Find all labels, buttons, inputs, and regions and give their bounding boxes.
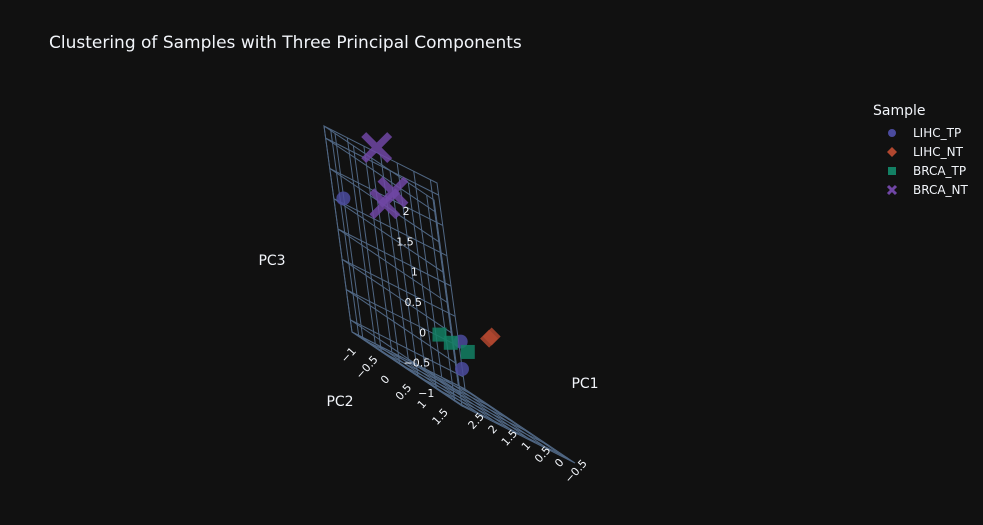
legend-item-brca-tp[interactable]: BRCA_TP <box>873 161 968 180</box>
legend: Sample LIHC_TP LIHC_NT BRCA_TP BRCA_NT <box>873 103 968 199</box>
z-tick-label: 0.5 <box>405 296 423 309</box>
legend-label: LIHC_TP <box>913 125 962 140</box>
grid-line-y <box>417 375 532 434</box>
data-point-lihc-nt-shape <box>482 327 501 346</box>
legend-label: LIHC_NT <box>913 144 963 159</box>
grid-lines <box>325 129 569 461</box>
y-tick-label: 0 <box>378 373 392 387</box>
legend-label: BRCA_TP <box>913 163 967 178</box>
grid-line-z <box>341 258 456 317</box>
grid-line-x <box>374 343 486 419</box>
z-tick-label: 2 <box>403 205 410 218</box>
grid-line-z <box>333 198 448 257</box>
legend-item-brca-nt[interactable]: BRCA_NT <box>873 180 968 199</box>
data-point-brca-tp-shape <box>443 335 458 350</box>
grid-line-y <box>454 400 568 459</box>
z-tick-label: 1 <box>411 266 418 279</box>
z-tick-label: 0 <box>419 326 426 339</box>
data-point-lihc-tp-shape <box>454 362 469 377</box>
z-tick-label: 1.5 <box>396 235 414 248</box>
grid-line-z <box>337 228 449 304</box>
y-axis-label: PC2 <box>326 394 353 410</box>
grid-line-z <box>350 319 464 378</box>
axis-panes <box>323 124 576 464</box>
grid-line-y <box>381 351 495 410</box>
data-point-brca-tp[interactable] <box>460 344 475 359</box>
legend-label: BRCA_NT <box>913 182 968 197</box>
grid-line-z <box>350 319 461 395</box>
z-tick-label: −0.5 <box>404 357 431 370</box>
legend-item-lihc-nt[interactable]: LIHC_NT <box>873 142 968 161</box>
x-tick-label: −0.5 <box>562 457 590 486</box>
legend-item-lihc-tp[interactable]: LIHC_TP <box>873 123 968 142</box>
axis-titles: PC1 PC2 PC3 <box>258 253 598 410</box>
data-point-brca-nt-shape <box>361 132 393 164</box>
grid-line-x <box>358 334 469 410</box>
grid-line-x <box>408 360 519 435</box>
y-tick-label: 1.5 <box>430 406 451 428</box>
data-point-brca-tp-shape <box>432 327 447 342</box>
grid-line-z <box>341 258 453 334</box>
data-point-brca-nt[interactable] <box>361 132 393 164</box>
chart-title: Clustering of Samples with Three Princip… <box>49 33 522 53</box>
legend-swatch-diamond-icon <box>887 146 897 157</box>
legend-swatch-square-icon <box>888 166 896 175</box>
grid-line-x <box>441 376 553 452</box>
grid-line-y <box>436 388 550 447</box>
z-axis-label: PC3 <box>258 253 285 269</box>
grid-line-x <box>424 368 536 444</box>
data-point-lihc-tp-shape <box>336 191 351 206</box>
grid-line-z <box>325 137 439 196</box>
data-point-lihc-tp[interactable] <box>454 362 469 377</box>
grid-line-z <box>333 198 445 274</box>
grid-line-y <box>399 363 513 422</box>
legend-title: Sample <box>873 103 926 119</box>
z-tick-label: −1 <box>418 387 434 400</box>
y-tick-label: 0.5 <box>393 381 414 403</box>
data-points[interactable] <box>336 132 501 377</box>
data-point-brca-nt-shape <box>369 188 401 220</box>
grid-line-x <box>391 351 503 427</box>
legend-swatch-circle-icon <box>888 128 896 137</box>
grid-line-y <box>362 338 477 397</box>
y-tick-label: −1 <box>338 345 359 366</box>
data-point-brca-tp-shape <box>460 344 475 359</box>
grid-line-z <box>345 289 457 365</box>
legend-swatch-x-icon <box>886 184 898 195</box>
y-tick-label: −0.5 <box>353 353 381 382</box>
x-axis-label: PC1 <box>571 376 598 392</box>
data-point-lihc-nt[interactable] <box>482 327 501 346</box>
data-point-brca-tp[interactable] <box>432 327 447 342</box>
grid-line-z <box>325 137 436 213</box>
data-point-brca-tp[interactable] <box>443 335 458 350</box>
data-point-brca-nt[interactable] <box>369 188 401 220</box>
data-point-lihc-tp[interactable] <box>336 191 351 206</box>
grid-line-z <box>337 228 452 287</box>
grid-line-x <box>458 385 569 461</box>
